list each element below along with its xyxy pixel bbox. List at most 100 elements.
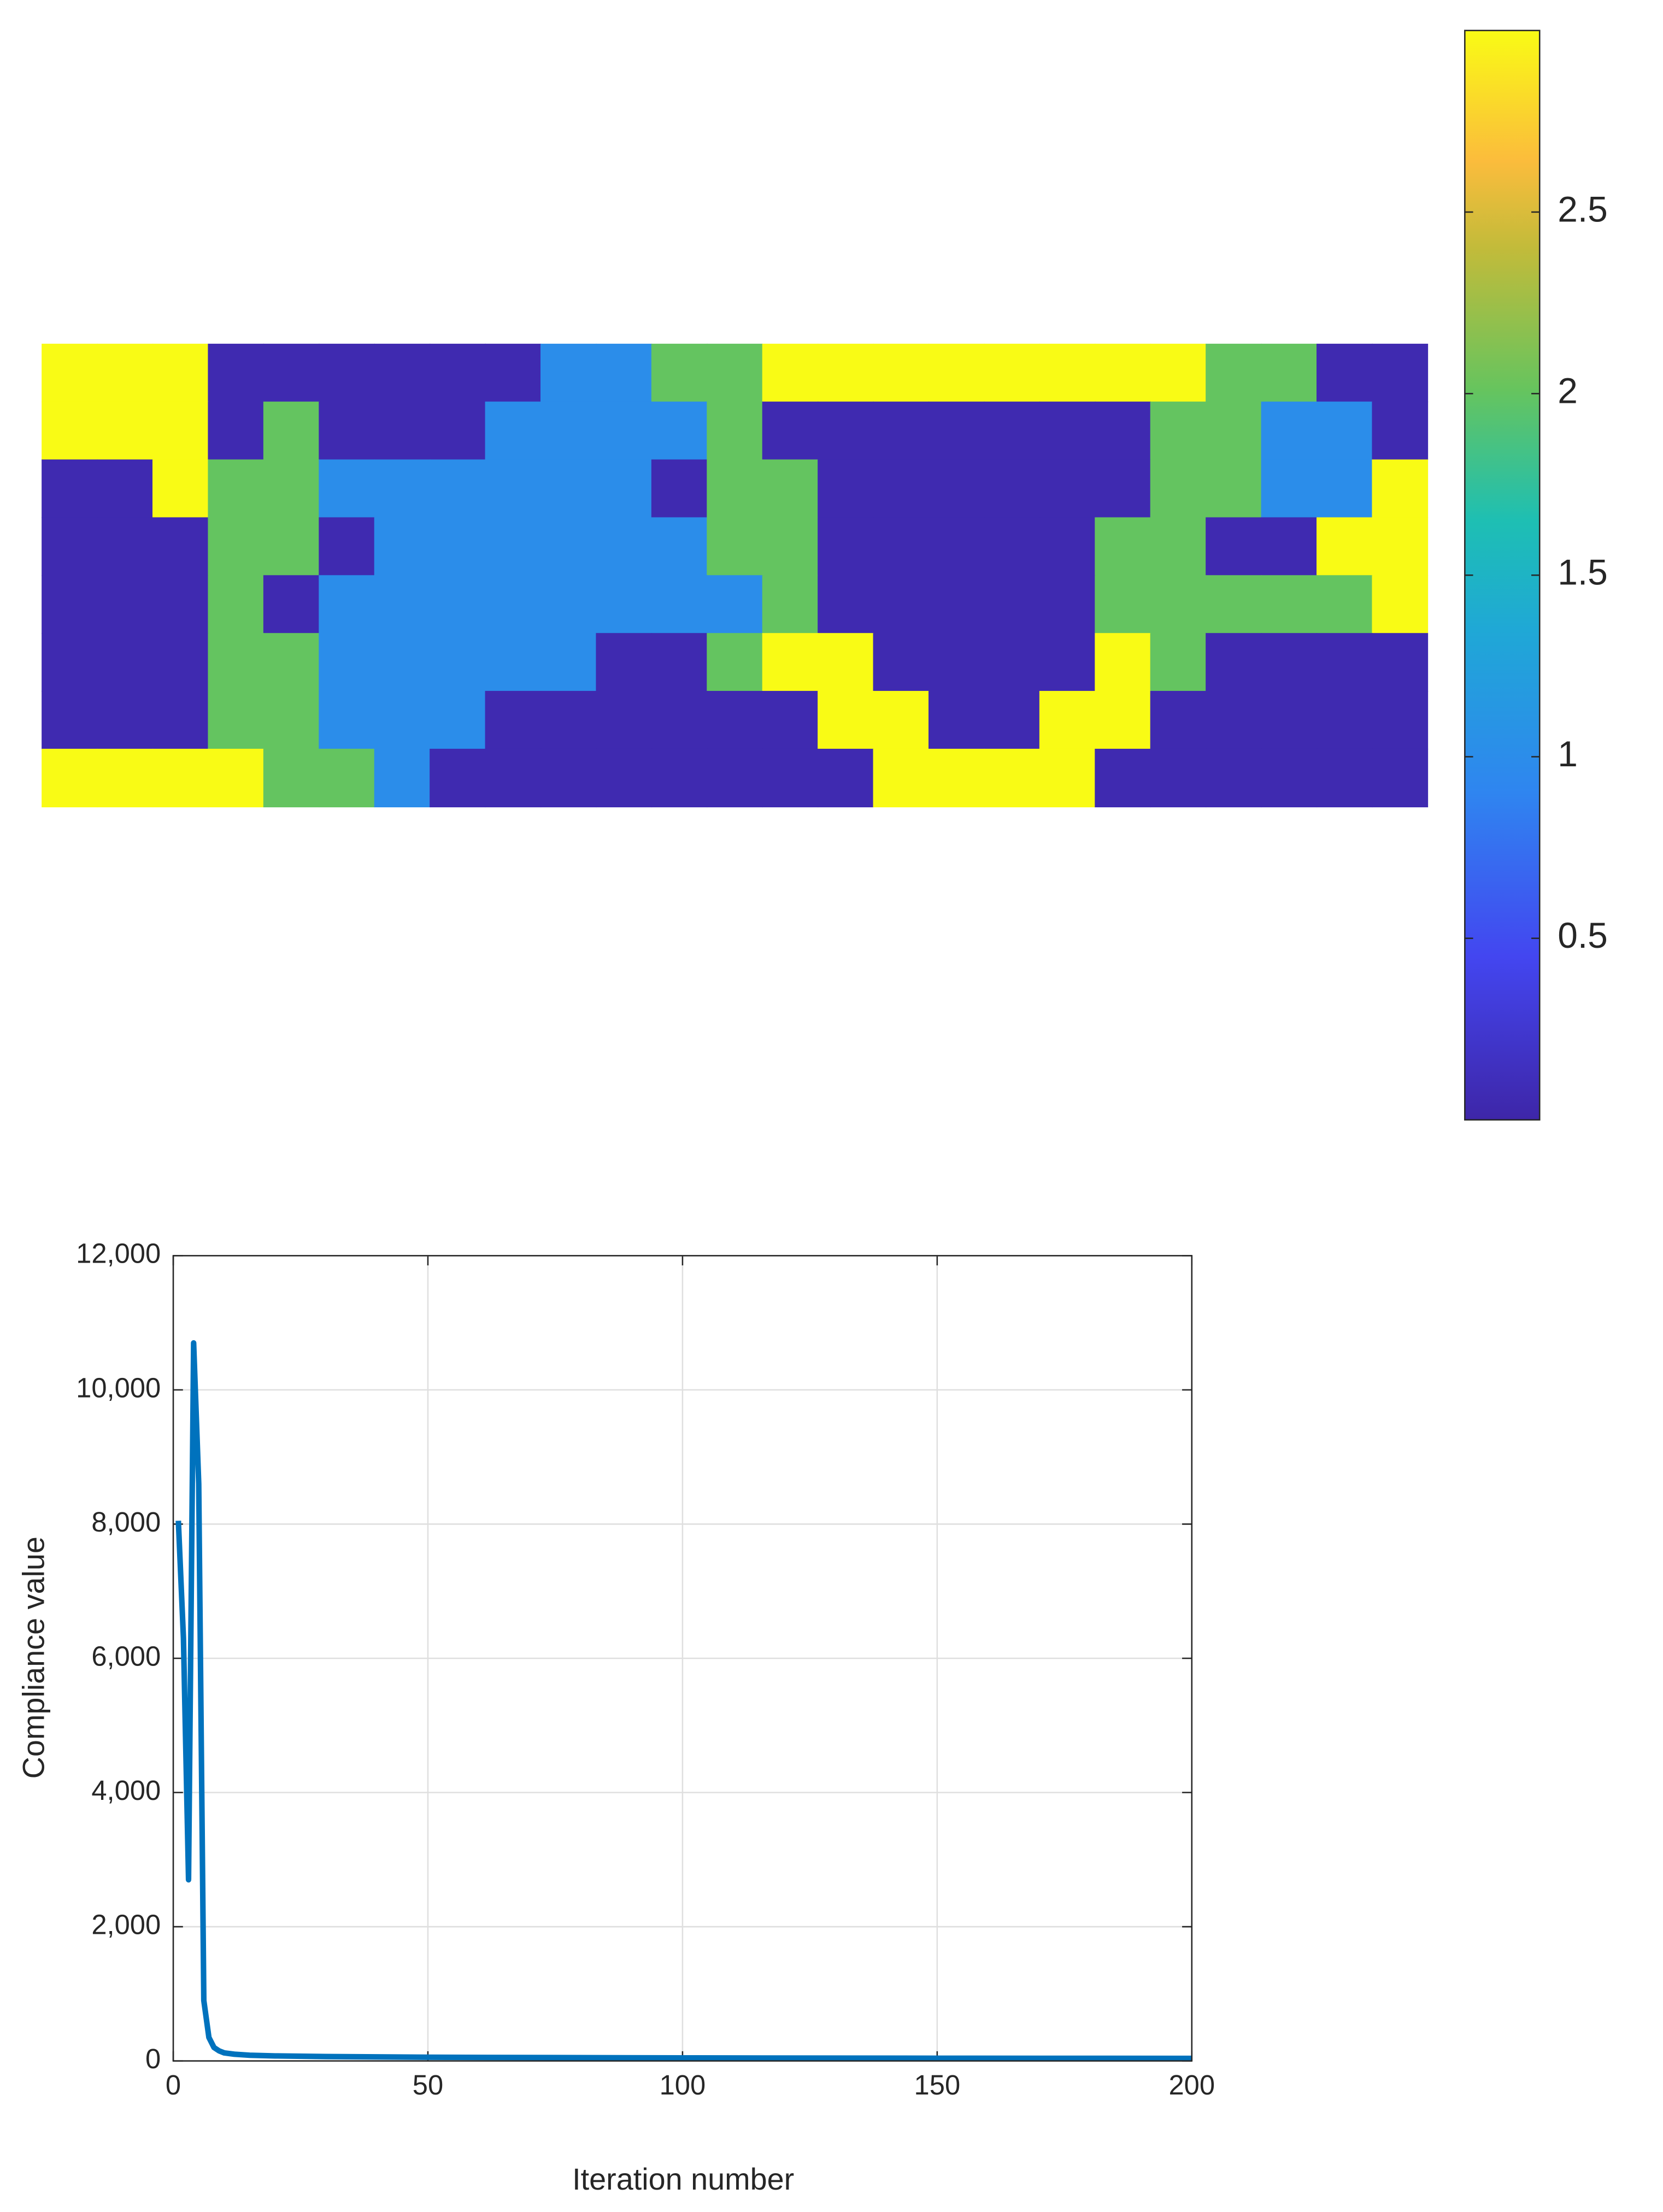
heatmap-cell: [540, 459, 597, 518]
heatmap-cell: [374, 633, 431, 692]
colorbar-tick-label: 1: [1558, 734, 1578, 774]
heatmap-cell: [1206, 343, 1262, 402]
heatmap-cell: [97, 517, 154, 576]
x-axis-label: Iteration number: [572, 2162, 794, 2196]
heatmap-cell: [929, 517, 985, 576]
heatmap-cell: [319, 343, 375, 402]
heatmap-cell: [762, 633, 819, 692]
heatmap-cell: [1261, 459, 1318, 518]
heatmap-cell: [929, 575, 985, 634]
heatmap-cell: [263, 459, 320, 518]
heatmap-cell: [651, 575, 708, 634]
heatmap-cell: [1372, 343, 1429, 402]
heatmap-cell: [984, 459, 1041, 518]
heatmap-cell: [1317, 517, 1373, 576]
heatmap-cell: [1150, 459, 1207, 518]
colorbar-tick-label: 2.5: [1558, 189, 1608, 229]
heatmap-cell: [929, 691, 985, 750]
heatmap-cell: [762, 575, 819, 634]
heatmap-cell: [485, 459, 542, 518]
heatmap-cell: [651, 459, 708, 518]
x-tick-label: 0: [166, 2069, 181, 2100]
heatmap-cell: [1372, 633, 1429, 692]
heatmap-cell: [485, 401, 542, 460]
heatmap-cell: [1206, 575, 1262, 634]
heatmap-cell: [873, 343, 930, 402]
heatmap-cell: [152, 459, 209, 518]
heatmap-cell: [208, 748, 265, 808]
heatmap-cell: [596, 691, 653, 750]
heatmap-cell: [485, 691, 542, 750]
heatmap-cell: [984, 633, 1041, 692]
heatmap-cell: [152, 401, 209, 460]
colorbar: [1464, 30, 1541, 1121]
heatmap-cell: [97, 691, 154, 750]
heatmap-cell: [374, 517, 431, 576]
heatmap-cell: [818, 343, 874, 402]
heatmap-cell: [42, 459, 98, 518]
heatmap-cell: [42, 633, 98, 692]
heatmap-cell: [374, 401, 431, 460]
heatmap-cell: [208, 691, 265, 750]
heatmap-cell: [762, 517, 819, 576]
heatmap-cell: [1206, 748, 1262, 808]
y-axis-label: Compliance value: [17, 1536, 51, 1779]
y-tick-label: 0: [145, 2043, 161, 2074]
heatmap-cell: [374, 459, 431, 518]
heatmap-cell: [208, 343, 265, 402]
heatmap-cell: [152, 633, 209, 692]
heatmap-cell: [1039, 691, 1096, 750]
heatmap-cell: [42, 691, 98, 750]
heatmap-cell: [1372, 517, 1429, 576]
heatmap-cell: [97, 343, 154, 402]
heatmap-cell: [651, 633, 708, 692]
heatmap-cell: [42, 575, 98, 634]
heatmap-cell: [1317, 748, 1373, 808]
heatmap-cell: [762, 691, 819, 750]
heatmap-cell: [873, 748, 930, 808]
heatmap-cell: [485, 343, 542, 402]
heatmap-cell: [1317, 691, 1373, 750]
heatmap-cell: [929, 343, 985, 402]
y-tick-label: 6,000: [91, 1640, 161, 1671]
heatmap-cell: [651, 517, 708, 576]
heatmap-cell: [42, 343, 98, 402]
heatmap-cell: [263, 691, 320, 750]
heatmap-cell: [97, 748, 154, 808]
heatmap-cell: [208, 633, 265, 692]
y-tick-label: 8,000: [91, 1506, 161, 1538]
heatmap-cell: [1261, 633, 1318, 692]
heatmap-cell: [430, 517, 486, 576]
heatmap-cell: [540, 748, 597, 808]
heatmap-cell: [596, 401, 653, 460]
heatmap-cell: [374, 748, 431, 808]
heatmap-cell: [319, 691, 375, 750]
heatmap-cell: [540, 517, 597, 576]
heatmap-cell: [1206, 691, 1262, 750]
heatmap-cell: [540, 691, 597, 750]
heatmap-cell: [1095, 459, 1151, 518]
heatmap-cell: [540, 633, 597, 692]
heatmap-cell: [1206, 517, 1262, 576]
heatmap-cell: [430, 459, 486, 518]
heatmap-cell: [651, 343, 708, 402]
heatmap-cell: [263, 748, 320, 808]
heatmap-cell: [374, 691, 431, 750]
heatmap-cell: [319, 459, 375, 518]
heatmap-cell: [984, 343, 1041, 402]
heatmap-cell: [97, 401, 154, 460]
y-tick-label: 4,000: [91, 1775, 161, 1806]
heatmap-cell: [818, 633, 874, 692]
heatmap-cell: [540, 575, 597, 634]
heatmap-cell: [1150, 748, 1207, 808]
heatmap-cell: [707, 691, 763, 750]
heatmap-cell: [707, 401, 763, 460]
heatmap-cell: [152, 517, 209, 576]
heatmap-cell: [430, 633, 486, 692]
heatmap-cell: [1150, 343, 1207, 402]
heatmap-cell: [1095, 748, 1151, 808]
heatmap-cell: [818, 401, 874, 460]
heatmap-cell: [596, 633, 653, 692]
y-tick-label: 2,000: [91, 1909, 161, 1940]
